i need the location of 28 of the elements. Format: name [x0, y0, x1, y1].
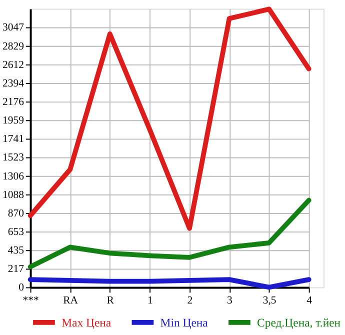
y-tick-label: 1741 — [2, 133, 24, 146]
y-tick-label: 2612 — [2, 58, 24, 71]
y-tick-label: 1959 — [2, 114, 24, 127]
y-tick-label: 0 — [18, 282, 24, 294]
x-tick-label: RA — [63, 294, 78, 306]
legend-label: Max Цена — [62, 316, 112, 330]
x-tick-label: 3 — [227, 294, 232, 306]
line-series — [28, 198, 312, 270]
legend-label: Сред.Цена, т.йен — [257, 316, 341, 330]
x-tick-label: 3,5 — [262, 294, 276, 306]
legend-label: Min Цена — [160, 316, 209, 330]
x-tick-label: 4 — [306, 294, 313, 306]
y-tick-label: 217 — [8, 263, 25, 276]
x-tick-label: 1 — [147, 294, 153, 306]
y-tick-label: 1306 — [2, 170, 25, 182]
y-tick-label: 2829 — [2, 40, 24, 52]
y-tick-label: 2394 — [2, 77, 25, 90]
line-series — [28, 6, 312, 231]
x-tick-label: 2 — [187, 294, 193, 306]
y-tick-label: 2176 — [2, 96, 25, 108]
x-tick-label: R — [106, 294, 115, 306]
y-tick-label: 653 — [8, 226, 24, 238]
y-tick-label: 435 — [8, 244, 24, 257]
x-tick-label: *** — [22, 294, 39, 306]
y-tick-label: 1088 — [2, 188, 24, 201]
y-tick-label: 1523 — [2, 152, 24, 164]
y-tick-label: 3047 — [2, 22, 25, 34]
y-tick-label: 870 — [8, 207, 24, 220]
